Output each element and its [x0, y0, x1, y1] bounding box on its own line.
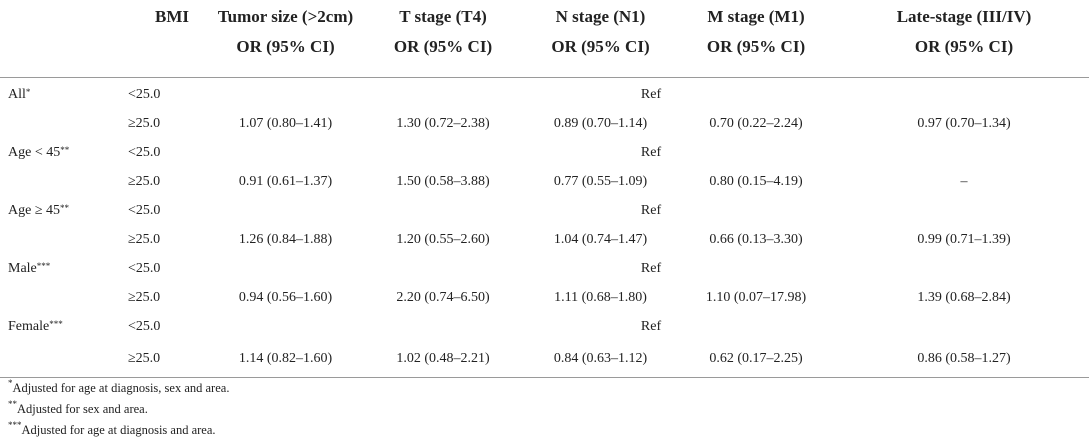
bmi-ref-cell: <25.0 — [128, 202, 161, 218]
bmi-cell: ≥25.0 — [118, 341, 213, 378]
bmi-ref-cell: <25.0 — [128, 318, 161, 334]
header-t-stage: T stage (T4) — [399, 7, 487, 26]
value-cell: 0.94 (0.56–1.60) — [238, 289, 333, 305]
bmi-ref-cell: <25.0 — [128, 144, 161, 160]
value-cell: 0.80 (0.15–4.19) — [709, 173, 803, 189]
value-cell: 1.20 (0.55–2.60) — [396, 231, 490, 247]
header-empty-cell — [118, 29, 213, 78]
value-cell: 1.10 (0.07–17.98) — [705, 289, 807, 305]
ref-cell: Ref — [640, 260, 662, 276]
ref-cell: Ref — [640, 202, 662, 218]
header-or-ci: OR (95% CI) — [358, 29, 528, 78]
value-cell: 0.86 (0.58–1.27) — [839, 341, 1089, 378]
value-cell: 0.91 (0.61–1.37) — [238, 173, 333, 189]
bmi-cell: ≥25.0 — [128, 173, 161, 189]
header-tumor-size: Tumor size (>2cm) — [217, 7, 354, 26]
header-row-1: BMI Tumor size (>2cm) T stage (T4) N sta… — [0, 0, 1089, 29]
table-row: All* <25.0 Ref — [0, 78, 1089, 110]
group-label: All* — [8, 86, 31, 102]
table-row: Age < 45** <25.0 Ref — [0, 138, 1089, 167]
value-cell: 0.97 (0.70–1.34) — [917, 115, 1011, 131]
header-empty-cell — [0, 29, 118, 78]
header-bmi: BMI — [155, 7, 189, 26]
bmi-ref-cell: <25.0 — [128, 260, 161, 276]
header-m-stage: M stage (M1) — [707, 7, 805, 26]
header-empty-cell — [0, 0, 118, 29]
value-cell: 0.62 (0.17–2.25) — [673, 341, 839, 378]
value-cell: 0.99 (0.71–1.39) — [917, 231, 1011, 247]
ref-cell: Ref — [640, 86, 662, 102]
header-or-ci: OR (95% CI) — [839, 29, 1089, 78]
value-cell: 1.02 (0.48–2.21) — [358, 341, 528, 378]
value-cell: 1.39 (0.68–2.84) — [917, 289, 1011, 305]
table-row: ≥25.0 0.94 (0.56–1.60) 2.20 (0.74–6.50) … — [0, 283, 1089, 312]
table-row: ≥25.0 1.07 (0.80–1.41) 1.30 (0.72–2.38) … — [0, 109, 1089, 138]
table-row: Female*** <25.0 Ref — [0, 312, 1089, 341]
value-cell: 1.04 (0.74–1.47) — [553, 231, 648, 247]
footnote: ***Adjusted for age at diagnosis and are… — [8, 420, 216, 437]
value-cell: 0.70 (0.22–2.24) — [709, 115, 803, 131]
value-cell: 1.11 (0.68–1.80) — [554, 289, 647, 305]
header-or-ci: OR (95% CI) — [213, 29, 358, 78]
table-row: ≥25.0 0.91 (0.61–1.37) 1.50 (0.58–3.88) … — [0, 167, 1089, 196]
header-late-stage: Late-stage (III/IV) — [896, 7, 1032, 26]
value-cell: 0.84 (0.63–1.12) — [528, 341, 673, 378]
value-cell: 0.89 (0.70–1.14) — [553, 115, 648, 131]
ref-cell: Ref — [640, 144, 662, 160]
group-label: Age ≥ 45** — [8, 202, 70, 218]
header-or-ci: OR (95% CI) — [673, 29, 839, 78]
header-row-2: OR (95% CI) OR (95% CI) OR (95% CI) OR (… — [0, 29, 1089, 78]
odds-ratio-table: BMI Tumor size (>2cm) T stage (T4) N sta… — [0, 0, 1089, 378]
value-cell: 1.30 (0.72–2.38) — [396, 115, 490, 131]
value-cell: 1.14 (0.82–1.60) — [213, 341, 358, 378]
bmi-ref-cell: <25.0 — [128, 86, 161, 102]
value-cell: 1.50 (0.58–3.88) — [396, 173, 490, 189]
table-row: ≥25.0 1.26 (0.84–1.88) 1.20 (0.55–2.60) … — [0, 225, 1089, 254]
header-or-ci: OR (95% CI) — [528, 29, 673, 78]
value-cell: 0.66 (0.13–3.30) — [709, 231, 803, 247]
table-row: Age ≥ 45** <25.0 Ref — [0, 196, 1089, 225]
value-cell: 2.20 (0.74–6.50) — [396, 289, 490, 305]
group-label: Female*** — [8, 318, 63, 334]
value-cell: 0.77 (0.55–1.09) — [553, 173, 648, 189]
value-cell: 1.07 (0.80–1.41) — [238, 115, 333, 131]
footnote: **Adjusted for sex and area. — [8, 399, 148, 416]
ref-cell: Ref — [640, 318, 662, 334]
header-n-stage: N stage (N1) — [555, 7, 646, 26]
bmi-cell: ≥25.0 — [128, 231, 161, 247]
footnotes: *Adjusted for age at diagnosis, sex and … — [8, 378, 229, 441]
value-cell: – — [960, 173, 968, 189]
table-row: Male*** <25.0 Ref — [0, 254, 1089, 283]
group-label: Age < 45** — [8, 144, 70, 160]
group-label: Male*** — [8, 260, 51, 276]
bmi-cell: ≥25.0 — [128, 115, 161, 131]
footnote: *Adjusted for age at diagnosis, sex and … — [8, 378, 230, 395]
value-cell: 1.26 (0.84–1.88) — [238, 231, 333, 247]
table-row: ≥25.0 1.14 (0.82–1.60) 1.02 (0.48–2.21) … — [0, 341, 1089, 378]
bmi-cell: ≥25.0 — [128, 289, 161, 305]
